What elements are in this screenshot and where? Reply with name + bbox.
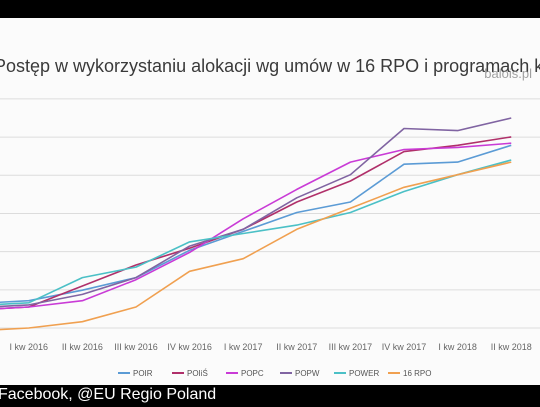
chart-title: Postęp w wykorzystaniu alokacji wg umów … [0,56,540,76]
legend-item: 16 RPO [388,369,431,378]
source-caption: Facebook, @EU Regio Poland [0,386,217,403]
x-axis-tick-labels: I kw 2016 II kw 2016 III kw 2016 IV kw 2016… [9,342,531,352]
series-line-popw [0,117,512,308]
presentation-slide: Postęp w wykorzystaniu alokacji wg umów … [0,18,540,385]
series-line-power [0,159,512,306]
x-tick-label: III kw 2016 [114,342,158,352]
legend-label: POIiŚ [187,369,208,378]
legend-label: POIR [133,369,153,378]
legend-item: POWER [334,369,379,378]
x-tick-label: I kw 2016 [9,342,48,352]
legend-label: POWER [349,369,379,378]
x-tick-label: I kw 2018 [438,342,477,352]
x-tick-label: III kw 2017 [329,342,373,352]
series-line-popc [0,142,512,310]
legend-label: 16 RPO [403,369,431,378]
x-tick-label: II kw 2017 [276,342,317,352]
legend-label: POPW [295,369,320,378]
x-tick-label: II kw 2018 [491,342,532,352]
legend: POIR POIiŚ POPC POPW POWER 16 RPO [118,369,431,378]
legend-item: POPW [280,369,320,378]
legend-item: POIiŚ [172,369,208,378]
x-tick-label: IV kw 2016 [167,342,212,352]
series-line-16-rpo [0,161,512,331]
x-tick-label: IV kw 2017 [382,342,427,352]
watermark: balois.pl [484,66,532,81]
line-chart: I kw 2016 II kw 2016 III kw 2016 IV kw 2016… [0,98,540,378]
legend-label: POPC [241,369,264,378]
legend-item: POPC [226,369,264,378]
series-lines [0,117,512,331]
x-tick-label: I kw 2017 [224,342,263,352]
x-tick-label: II kw 2016 [62,342,103,352]
legend-item: POIR [118,369,153,378]
series-line-poir [0,144,512,304]
